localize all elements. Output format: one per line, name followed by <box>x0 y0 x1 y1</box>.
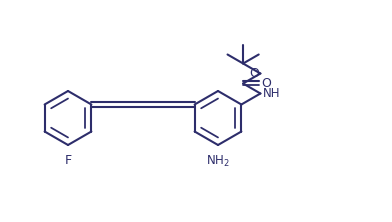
Text: O: O <box>261 77 271 90</box>
Text: F: F <box>64 154 72 167</box>
Text: O: O <box>250 67 260 80</box>
Text: NH: NH <box>262 87 280 100</box>
Text: NH$_2$: NH$_2$ <box>206 154 230 169</box>
